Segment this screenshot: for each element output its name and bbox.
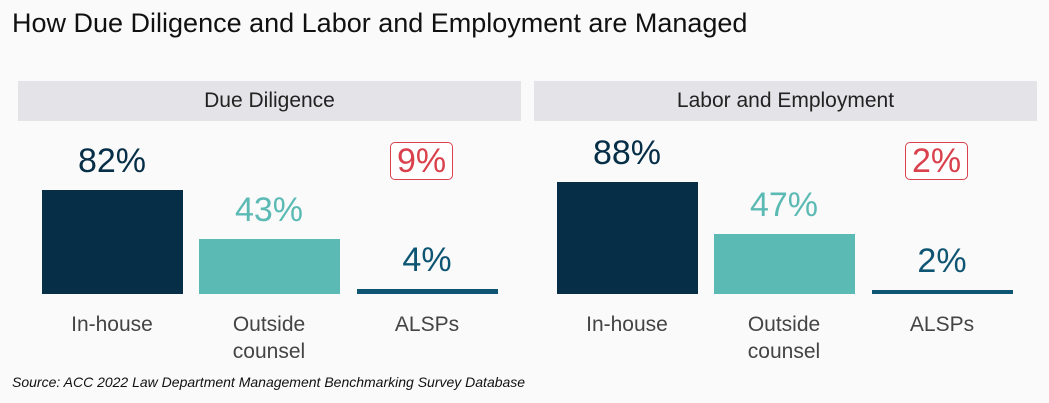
bar <box>357 288 498 294</box>
bar <box>872 290 1013 294</box>
value-label: 82% <box>77 141 147 180</box>
category-label: ALSPs <box>909 313 975 336</box>
annotation-box: 2% <box>905 142 969 180</box>
category-label: Outside counsel <box>232 313 306 363</box>
value-label: 2% <box>917 242 967 280</box>
bar <box>42 189 183 294</box>
panel-header: Due Diligence <box>18 81 521 121</box>
annotation-box: 9% <box>390 142 454 180</box>
bar <box>557 182 698 294</box>
value-label: 4% <box>402 240 452 279</box>
bar <box>199 239 340 294</box>
source-note: Source: ACC 2022 Law Department Manageme… <box>12 374 526 390</box>
category-label: In-house <box>586 313 668 336</box>
category-label: Outside counsel <box>747 313 821 363</box>
category-label: In-house <box>71 313 153 336</box>
value-label: 43% <box>234 191 304 230</box>
category-label: ALSPs <box>394 313 460 336</box>
value-label: 88% <box>592 134 662 173</box>
value-label: 47% <box>749 186 819 225</box>
bar <box>714 234 855 294</box>
panel-header: Labor and Employment <box>534 81 1037 121</box>
chart-title: How Due Diligence and Labor and Employme… <box>12 8 748 38</box>
